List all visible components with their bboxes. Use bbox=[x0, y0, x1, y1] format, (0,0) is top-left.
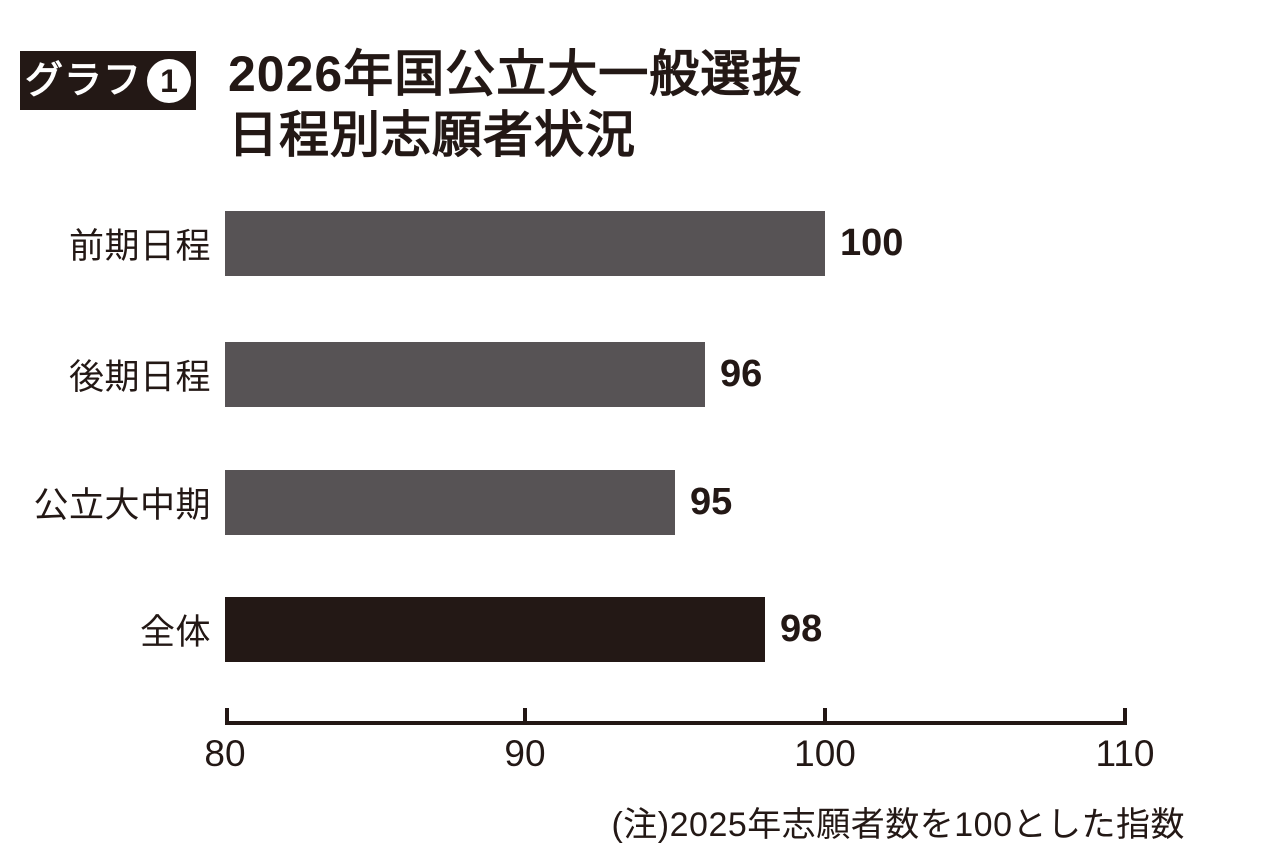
x-axis-tick bbox=[523, 708, 527, 725]
bar bbox=[225, 470, 675, 535]
x-axis-tick bbox=[1123, 708, 1127, 725]
bar-category-label: 後期日程 bbox=[68, 358, 211, 397]
bar-category-label: 全体 bbox=[139, 613, 211, 652]
bar bbox=[225, 342, 705, 407]
x-axis-tick bbox=[823, 708, 827, 725]
bar-value-label: 96 bbox=[720, 353, 763, 395]
x-axis-tick-label: 80 bbox=[204, 733, 246, 774]
bar-value-label: 95 bbox=[690, 481, 733, 523]
bar-category-label: 前期日程 bbox=[68, 227, 211, 266]
bar-value-label: 98 bbox=[780, 608, 823, 650]
x-axis-tick bbox=[225, 708, 229, 725]
x-axis-tick-label: 110 bbox=[1095, 733, 1155, 774]
x-axis-tick-label: 90 bbox=[504, 733, 546, 774]
badge-number-circle-icon: 1 bbox=[147, 58, 191, 103]
x-axis-tick-label: 100 bbox=[794, 733, 856, 774]
bar-value-label: 100 bbox=[840, 222, 904, 264]
bar bbox=[225, 597, 765, 662]
footnote: (注)2025年志願者数を100とした指数 bbox=[611, 806, 1185, 844]
chart-title-line1: 2026年国公立大一般選抜 bbox=[228, 46, 803, 102]
chart-title: 2026年国公立大一般選抜 日程別志願者状況 bbox=[228, 44, 802, 166]
chart-title-line2: 日程別志願者状況 bbox=[228, 107, 636, 163]
badge-number: 1 bbox=[160, 62, 178, 99]
x-axis-line bbox=[225, 721, 1127, 725]
bar bbox=[225, 211, 825, 276]
chart-badge: グラフ 1 bbox=[20, 51, 196, 110]
bar-category-label: 公立大中期 bbox=[33, 486, 211, 525]
badge-label: グラフ bbox=[24, 59, 142, 102]
